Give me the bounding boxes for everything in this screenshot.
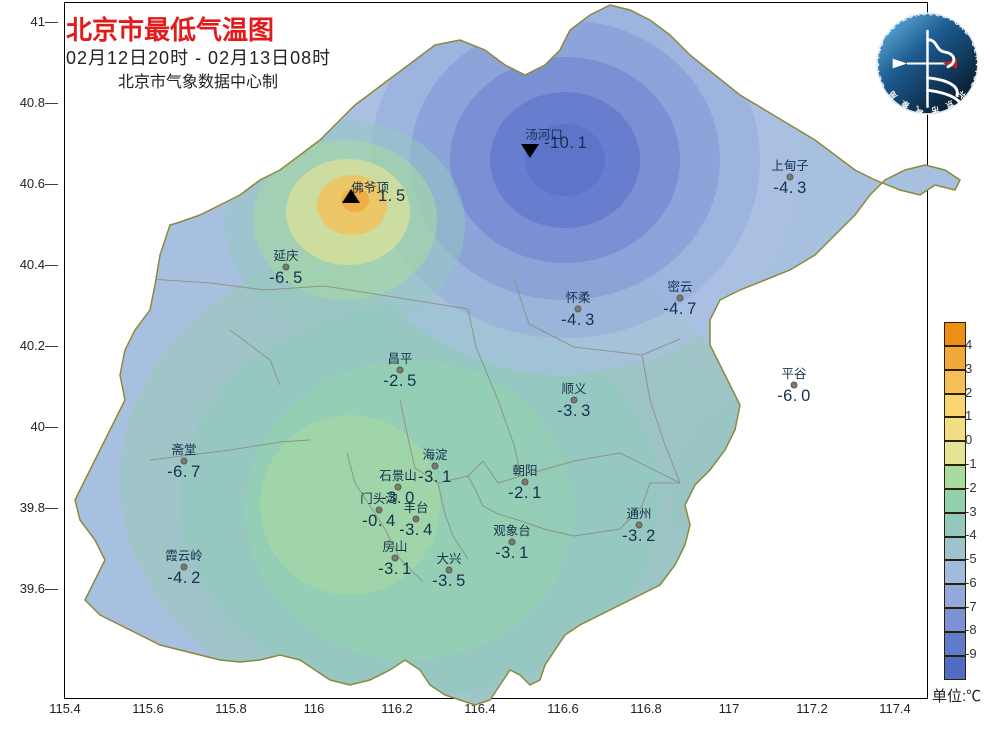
svg-text:V: V: [974, 62, 981, 67]
svg-text:R: R: [914, 11, 920, 19]
svg-text:J: J: [874, 62, 881, 66]
svg-text:R: R: [973, 55, 981, 61]
svg-text:O: O: [921, 10, 927, 17]
